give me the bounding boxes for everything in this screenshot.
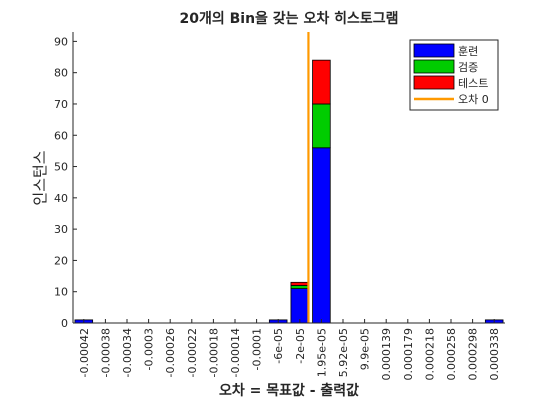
x-tick-label: 0.000179 bbox=[402, 328, 415, 381]
y-axis-label: 인스턴스 bbox=[31, 150, 49, 205]
x-tick-label: -0.00042 bbox=[78, 328, 91, 377]
y-tick-label: 50 bbox=[54, 161, 68, 174]
x-tick-label: -0.00038 bbox=[99, 328, 112, 377]
x-tick-label: -6e-05 bbox=[272, 328, 285, 364]
bar-segment bbox=[290, 281, 310, 286]
x-tick-label: -0.00014 bbox=[229, 328, 242, 377]
x-tick-label: -0.0001 bbox=[251, 328, 264, 370]
y-tick-label: 90 bbox=[54, 35, 68, 48]
legend-label: 검증 bbox=[458, 61, 478, 74]
x-tick-label: -0.00018 bbox=[207, 328, 220, 377]
y-tick-label: 30 bbox=[54, 223, 68, 236]
x-tick-label: -0.0003 bbox=[143, 328, 156, 370]
x-tick-label: 0.000298 bbox=[467, 328, 480, 381]
y-tick-label: 10 bbox=[54, 286, 68, 299]
x-tick-label: 1.95e-05 bbox=[315, 328, 328, 377]
y-tick-label: 0 bbox=[61, 317, 68, 330]
y-tick-label: 80 bbox=[54, 67, 68, 80]
y-tick-label: 60 bbox=[54, 129, 68, 142]
legend-label: 오차 0 bbox=[458, 93, 489, 106]
bar-segment bbox=[312, 59, 331, 105]
x-tick-label: -2e-05 bbox=[294, 328, 307, 364]
x-tick-label: -0.00022 bbox=[186, 328, 199, 377]
x-tick-label: 0.000338 bbox=[488, 328, 501, 381]
x-tick-label: -0.00026 bbox=[164, 328, 177, 377]
x-axis-label: 오차 = 목표값 - 출력값 bbox=[219, 382, 359, 399]
bar-segment bbox=[290, 288, 310, 324]
legend-label: 테스트 bbox=[458, 77, 488, 90]
chart-title: 20개의 Bin을 갖는 오차 히스토그램 bbox=[180, 10, 399, 27]
y-tick-label: 40 bbox=[54, 192, 68, 205]
bar-segment bbox=[312, 103, 331, 149]
x-tick-label: 5.92e-05 bbox=[337, 328, 350, 377]
bar-segment bbox=[290, 285, 310, 289]
y-tick-label: 20 bbox=[54, 254, 68, 267]
x-tick-label: 9.9e-05 bbox=[359, 328, 372, 370]
legend-label: 훈련 bbox=[458, 45, 478, 58]
y-tick-label: 70 bbox=[54, 98, 68, 111]
legend-swatch bbox=[413, 75, 455, 90]
x-tick-label: 0.000139 bbox=[380, 328, 393, 381]
legend-swatch bbox=[413, 43, 455, 58]
x-tick-label: 0.000218 bbox=[423, 328, 436, 381]
bar-segment bbox=[312, 147, 331, 324]
x-tick-label: 0.000258 bbox=[445, 328, 458, 381]
x-tick-label: -0.00034 bbox=[121, 328, 134, 377]
legend-swatch bbox=[413, 59, 455, 74]
